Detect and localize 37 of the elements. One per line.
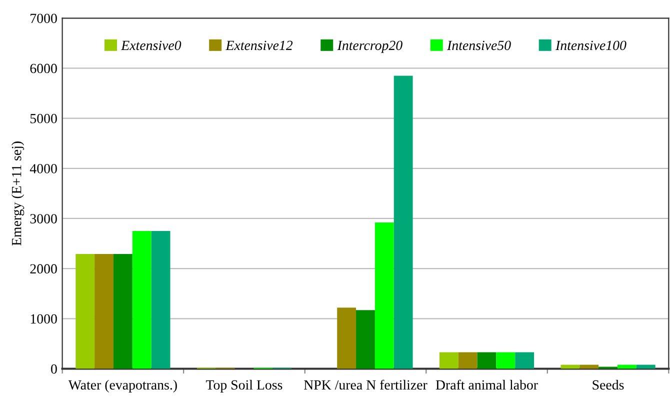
bar (496, 352, 516, 369)
bar (94, 254, 114, 369)
bar (580, 364, 599, 369)
bar (394, 76, 413, 369)
bar (337, 308, 356, 369)
bar (560, 364, 580, 369)
bar (515, 352, 534, 369)
y-tick-label: 3000 (30, 214, 57, 224)
bar (374, 222, 394, 369)
legend-label: Intensive100 (555, 40, 626, 50)
y-tick-label: 1000 (30, 314, 57, 324)
bar (76, 254, 95, 369)
y-axis-title: Emergy (E+11 sej) (11, 142, 24, 246)
x-tick-label: NPK /urea N fertilizer (304, 380, 428, 390)
y-tick-label: 4000 (30, 164, 57, 174)
bar (477, 352, 496, 369)
bar (132, 231, 152, 369)
bar (439, 352, 458, 369)
y-tick-label: 5000 (30, 114, 57, 124)
bar (151, 231, 170, 369)
y-tick-label: 0 (51, 364, 57, 374)
legend-label: Extensive12 (226, 40, 293, 50)
bar (458, 352, 478, 369)
legend-label: Extensive0 (120, 40, 182, 50)
y-tick-label: 7000 (30, 14, 57, 24)
bar (356, 310, 375, 369)
x-tick-label: Top Soil Loss (206, 380, 282, 392)
x-tick-label: Seeds (592, 380, 624, 390)
y-tick-label: 2000 (30, 264, 57, 274)
x-tick-label: Water (evapotrans.) (68, 380, 177, 392)
legend-label: Intercrop20 (337, 40, 402, 53)
bar (113, 254, 132, 369)
y-tick-label: 6000 (30, 64, 57, 74)
bar (617, 364, 636, 369)
x-tick-label: Draft animal labor (436, 380, 538, 390)
bar (636, 364, 656, 369)
legend-label: Intensive50 (446, 40, 511, 50)
